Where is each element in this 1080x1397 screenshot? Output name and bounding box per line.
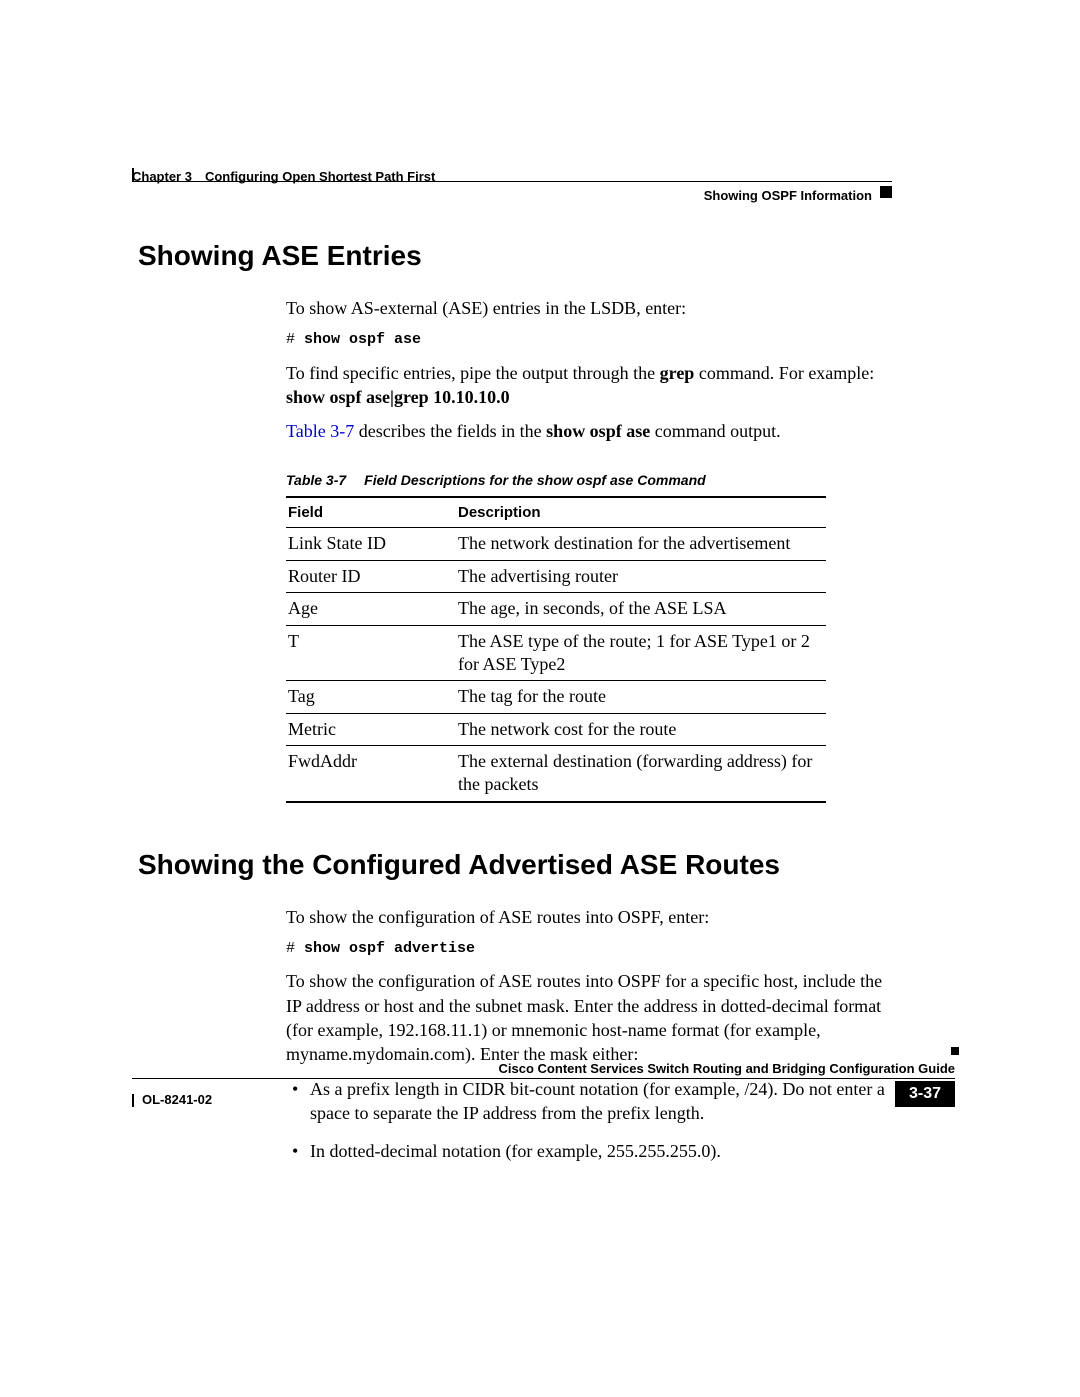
table-row: Link State IDThe network destination for… xyxy=(286,528,826,560)
table-row: Router IDThe advertising router xyxy=(286,560,826,592)
para-s2-intro: To show the configuration of ASE routes … xyxy=(286,905,898,929)
cell-desc: The external destination (forwarding add… xyxy=(456,746,826,802)
cell-field: Age xyxy=(286,593,456,625)
footer-guide-title: Cisco Content Services Switch Routing an… xyxy=(132,1061,955,1076)
para-table-ref-b: command output. xyxy=(650,421,780,441)
cell-field: Link State ID xyxy=(286,528,456,560)
list-item: In dotted-decimal notation (for example,… xyxy=(286,1139,898,1163)
table-row: AgeThe age, in seconds, of the ASE LSA xyxy=(286,593,826,625)
cell-desc: The tag for the route xyxy=(456,681,826,713)
footer-doc-number: OL-8241-02 xyxy=(132,1092,212,1107)
footer-doc-text: OL-8241-02 xyxy=(142,1092,212,1107)
cell-desc: The network destination for the advertis… xyxy=(456,528,826,560)
code-prompt: # xyxy=(286,331,304,348)
footer-marker-square xyxy=(951,1047,959,1055)
running-header: Chapter 3 Configuring Open Shortest Path… xyxy=(132,168,892,186)
code-prompt: # xyxy=(286,940,304,957)
grep-bold: grep xyxy=(660,363,695,383)
table-row: FwdAddrThe external destination (forward… xyxy=(286,746,826,802)
table-row: TThe ASE type of the route; 1 for ASE Ty… xyxy=(286,625,826,681)
cell-field: Metric xyxy=(286,713,456,745)
header-marker-square xyxy=(880,186,892,198)
col-field: Field xyxy=(286,497,456,528)
para-grep-b: command. For example: xyxy=(694,363,874,383)
para-grep-a: To find specific entries, pipe the outpu… xyxy=(286,363,660,383)
footer-tick xyxy=(132,1094,134,1107)
para-intro: To show AS-external (ASE) entries in the… xyxy=(286,296,898,320)
cell-desc: The ASE type of the route; 1 for ASE Typ… xyxy=(456,625,826,681)
cell-field: T xyxy=(286,625,456,681)
para-table-ref: Table 3-7 describes the fields in the sh… xyxy=(286,419,898,443)
code-show-ospf-advertise: # show ospf advertise xyxy=(286,939,898,959)
footer: Cisco Content Services Switch Routing an… xyxy=(132,1061,955,1107)
grep-example: show ospf ase|grep 10.10.10.0 xyxy=(286,387,510,407)
section-label: Showing OSPF Information xyxy=(704,188,872,203)
cell-desc: The network cost for the route xyxy=(456,713,826,745)
section1-body: To show AS-external (ASE) entries in the… xyxy=(286,296,898,803)
table-number: Table 3-7 xyxy=(286,472,346,488)
section2: Showing the Configured Advertised ASE Ro… xyxy=(138,849,898,1164)
field-description-table: Field Description Link State IDThe netwo… xyxy=(286,496,826,803)
heading-ase-entries: Showing ASE Entries xyxy=(138,240,898,272)
table-link[interactable]: Table 3-7 xyxy=(286,421,354,441)
section2-body: To show the configuration of ASE routes … xyxy=(286,905,898,1164)
table-caption-text: Field Descriptions for the show ospf ase… xyxy=(364,472,706,488)
heading-advertised-routes: Showing the Configured Advertised ASE Ro… xyxy=(138,849,898,881)
page-number: 3-37 xyxy=(895,1081,955,1107)
cmd-bold: show ospf ase xyxy=(546,421,650,441)
header-rule xyxy=(132,181,892,182)
content-area: Showing ASE Entries To show AS-external … xyxy=(138,240,898,1177)
cell-field: Tag xyxy=(286,681,456,713)
table-header-row: Field Description xyxy=(286,497,826,528)
cell-desc: The advertising router xyxy=(456,560,826,592)
code-show-ospf-ase: # show ospf ase xyxy=(286,330,898,350)
cell-desc: The age, in seconds, of the ASE LSA xyxy=(456,593,826,625)
col-description: Description xyxy=(456,497,826,528)
table-caption: Table 3-7 Field Descriptions for the show… xyxy=(286,471,898,490)
code-command: show ospf advertise xyxy=(304,940,475,957)
code-command: show ospf ase xyxy=(304,331,421,348)
footer-rule xyxy=(132,1078,955,1079)
footer-guide-text: Cisco Content Services Switch Routing an… xyxy=(499,1061,955,1076)
para-table-ref-a: describes the fields in the xyxy=(354,421,546,441)
cell-field: FwdAddr xyxy=(286,746,456,802)
table-row: MetricThe network cost for the route xyxy=(286,713,826,745)
para-grep: To find specific entries, pipe the outpu… xyxy=(286,361,898,410)
cell-field: Router ID xyxy=(286,560,456,592)
para-s2-host: To show the configuration of ASE routes … xyxy=(286,969,898,1066)
table-row: TagThe tag for the route xyxy=(286,681,826,713)
page: Chapter 3 Configuring Open Shortest Path… xyxy=(0,0,1080,1397)
